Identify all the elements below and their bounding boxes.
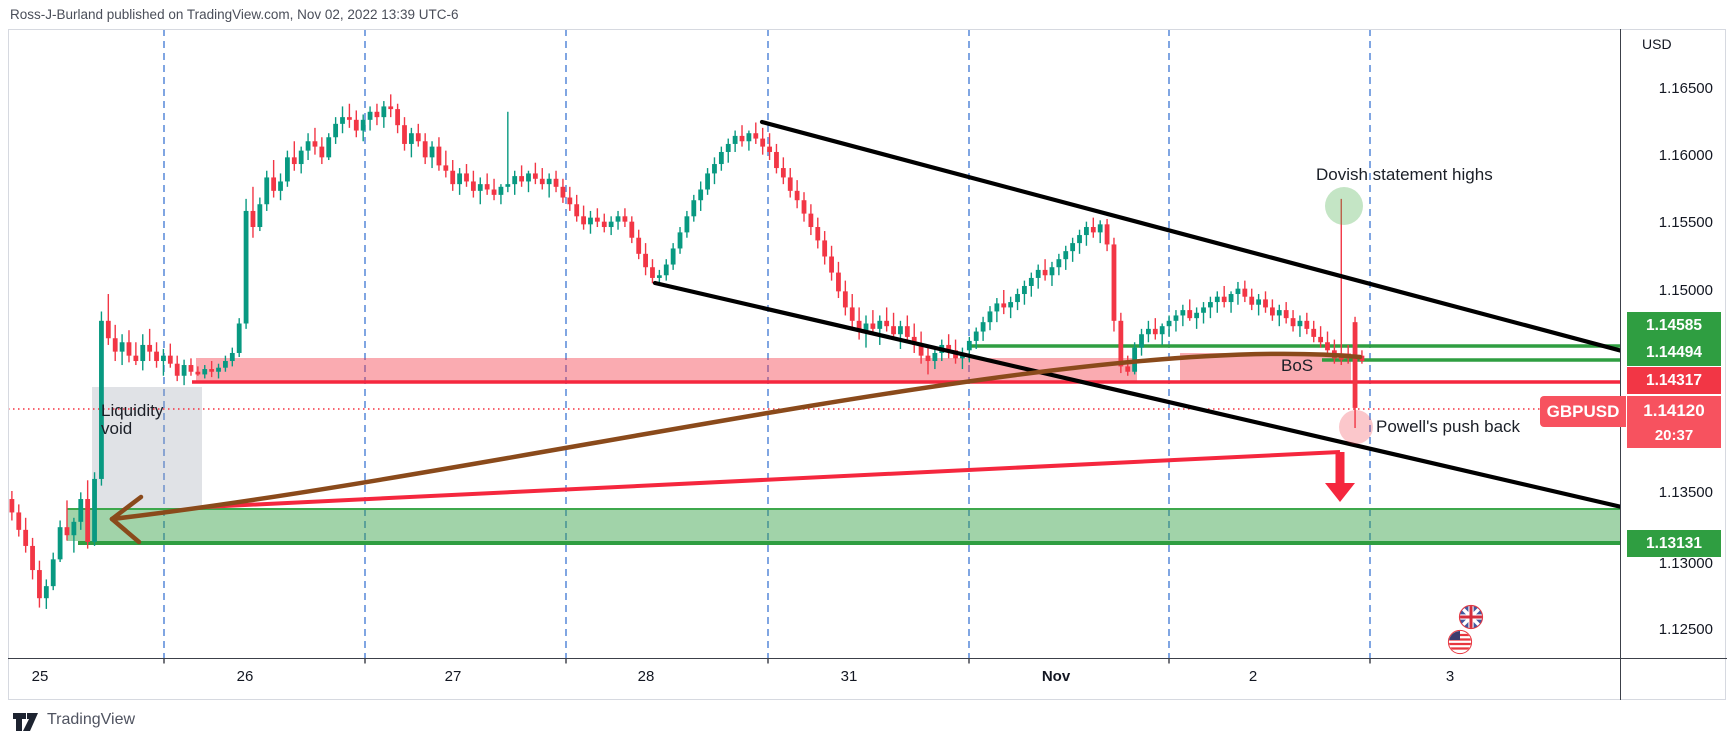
price-label-1.12500: 1.12500 (1658, 621, 1713, 638)
annotation-bos[interactable]: BoS (1281, 356, 1314, 375)
price-label-1.15500: 1.15500 (1658, 214, 1713, 231)
time-label-Nov: Nov (1041, 668, 1071, 685)
red-support-line[interactable] (203, 450, 1341, 509)
candles[interactable] (3, 94, 1365, 609)
plot-area[interactable] (3, 29, 1626, 658)
usd-flag-icon (1447, 629, 1473, 655)
red-down-arrow-head (1325, 483, 1355, 502)
liquidity-void-box[interactable] (92, 387, 202, 508)
price-level-badge-1.13131: 1.13131 (1627, 530, 1721, 557)
bar-countdown: 20:37 (1654, 427, 1694, 444)
time-label-27: 27 (444, 668, 462, 685)
price-axis-border (1620, 29, 1621, 700)
brand-name: TradingView (47, 711, 136, 728)
time-label-3: 3 (1445, 668, 1455, 685)
brown-arrow[interactable] (109, 494, 144, 522)
time-label-31: 31 (840, 668, 858, 685)
red-down-arrow[interactable] (1335, 452, 1345, 485)
price-level-badge-1.14317: 1.14317 (1627, 367, 1721, 394)
price-label-1.15000: 1.15000 (1658, 282, 1713, 299)
last-price-value: 1.14120 (1643, 401, 1705, 420)
annotation-liquidity-void[interactable]: Liquidity void (101, 401, 164, 438)
annotation-dovish-statement-highs[interactable]: Dovish statement highs (1316, 165, 1493, 184)
wedge-lower[interactable] (652, 280, 1626, 509)
pair-flags (1438, 602, 1486, 661)
symbol-badge: GBPUSD (1540, 396, 1626, 427)
price-level-badge-1.14585: 1.14585 (1627, 312, 1721, 339)
time-label-25: 25 (31, 668, 49, 685)
price-label-1.13000: 1.13000 (1658, 555, 1713, 572)
gbp-flag-icon (1458, 604, 1484, 630)
price-label-1.16000: 1.16000 (1658, 147, 1713, 164)
time-label-2: 2 (1248, 668, 1258, 685)
dovish-high-marker[interactable] (1325, 187, 1363, 225)
price-axis-currency-label: USD (1642, 36, 1672, 52)
last-price-badge: 1.14120 20:37 (1627, 396, 1721, 448)
tradingview-attribution[interactable]: TradingView (12, 708, 135, 732)
supply-zone-1[interactable] (196, 358, 1137, 381)
demand-zone[interactable] (67, 508, 1620, 541)
time-axis-border (8, 658, 1727, 659)
publish-attribution: Ross-J-Burland published on TradingView.… (10, 7, 459, 22)
brown-arrow[interactable] (109, 351, 1363, 522)
price-level-badge-1.14494: 1.14494 (1627, 339, 1721, 366)
price-label-1.13500: 1.13500 (1658, 484, 1713, 501)
tradingview-logo-icon (13, 713, 38, 731)
time-label-26: 26 (236, 668, 254, 685)
brown-arrow[interactable] (109, 516, 142, 545)
price-label-1.16500: 1.16500 (1658, 80, 1713, 97)
wedge-upper[interactable] (759, 119, 1626, 353)
annotation-powells-push-back[interactable]: Powell's push back (1376, 417, 1521, 436)
powell-low-marker[interactable] (1339, 410, 1373, 444)
time-label-28: 28 (637, 668, 655, 685)
